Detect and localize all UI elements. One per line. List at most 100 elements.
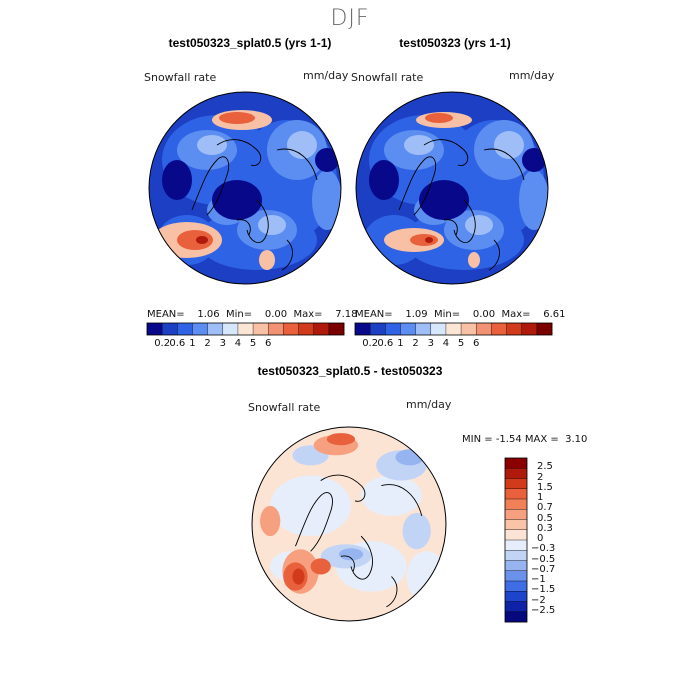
panel-3-colorbar-swatch — [505, 519, 527, 531]
panel-1-map-field-patch — [162, 160, 192, 200]
panel-1-colorbar-swatch — [162, 323, 178, 335]
panel-2-colorbar — [354, 322, 553, 336]
panel-1-units: mm/day — [303, 69, 349, 82]
panel-3-stats: MIN = -1.54 MAX = 3.10 — [462, 434, 587, 445]
panel-1-colorbar — [146, 322, 345, 336]
panel-1-variable: Snowfall rate — [144, 71, 217, 84]
panel-2-max: 6.61 — [543, 309, 566, 320]
panel-3-colorbar-swatch — [505, 581, 527, 592]
panel-1-min-label: Min= — [226, 309, 253, 320]
panel-2-units: mm/day — [509, 69, 555, 82]
panel-3-colorbar-tick-label: −0.7 — [531, 563, 556, 575]
panel-1-colorbar-swatch — [268, 323, 284, 335]
panel-1-colorbar-tick-label: 4 — [234, 338, 242, 349]
panel-3-variable: Snowfall rate — [248, 401, 321, 414]
panel-3-colorbar-tick-label: −0.5 — [531, 553, 556, 565]
panel-2-map-boundary — [355, 91, 549, 285]
panel-3-colorbar-swatch — [505, 458, 527, 469]
panel-3-colorbar-tick-label: −2 — [531, 594, 546, 606]
panel-3-map-field — [252, 427, 446, 621]
panel-1-map-coastline — [281, 239, 293, 271]
panel-1-colorbar-ticks: 0.2 0.6 1 2 3 4 5 6 — [147, 338, 344, 350]
panel-1-map-coastline — [191, 156, 230, 216]
panel-2-colorbar-swatch — [400, 323, 416, 335]
panel-3-colorbar-tick-label: −0.3 — [531, 543, 556, 555]
panel-1-map-field-patch — [196, 236, 208, 244]
panel-3-colorbar-swatch — [505, 601, 527, 613]
panel-1-map-field-patch — [219, 112, 255, 124]
panel-3-map-coastline — [320, 474, 366, 502]
panel-2-colorbar-swatch — [430, 323, 447, 335]
figure-title: DJF — [330, 6, 370, 31]
panel-3-colorbar-swatch — [505, 550, 527, 561]
panel-3-colorbar-tick-label: 2 — [537, 471, 544, 483]
panel-2-mean: 1.09 — [405, 309, 428, 320]
panel-2-map-field-patch — [468, 252, 480, 268]
panel-2-colorbar-swatch — [506, 323, 522, 335]
panel-3-max: 3.10 — [565, 434, 588, 445]
panel-1-colorbar-swatch — [283, 323, 299, 335]
panel-2-map-field-patch — [369, 160, 399, 200]
panel-1-map-field-patch — [197, 135, 227, 155]
panel-1-colorbar-tick-label: 3 — [219, 338, 226, 349]
panel-1-colorbar-swatch — [177, 323, 193, 335]
panel-3-colorbar-tick-label: 2.5 — [537, 461, 553, 473]
panel-2-colorbar-tick-label: 0.2 — [362, 338, 379, 349]
panel-2-colorbar-swatch — [476, 323, 492, 335]
panel-1-map-coastline — [216, 139, 262, 166]
panel-1-mean-label: MEAN= — [147, 309, 185, 320]
panel-2-colorbar-swatch — [461, 323, 477, 335]
panel-2-colorbar-frame — [354, 322, 553, 336]
panel-3-colorbar-tick-label: 0 — [537, 533, 544, 544]
panel-3-colorbar-ticks: 2.5 2 1.5 1 0.7 0.5 0.3 0 −0.3 −0.5 −0.7 −1 −1.5 −2 −2… — [531, 458, 591, 622]
panel-3-map-field-patch — [310, 558, 331, 575]
panel-2-map-field — [356, 92, 548, 284]
panel-3-map-field-patch — [260, 505, 281, 537]
panel-3-colorbar-tick-label: 0.3 — [537, 522, 553, 534]
panel-1-map-field-patch — [312, 170, 341, 230]
panel-2-map-coastline — [443, 219, 458, 236]
panel-2-stats: MEAN= 1.09 Min= 0.00 Max= 6.61 — [355, 309, 566, 320]
panel-1-map-field — [149, 92, 341, 284]
panel-3-min: -1.54 — [495, 434, 522, 445]
panel-2-map-field-patch — [465, 215, 493, 235]
panel-1-map-coastline — [236, 219, 251, 236]
panel-2-colorbar-swatch — [385, 323, 401, 335]
panel-2-colorbar-tick-label: 4 — [442, 338, 450, 349]
panel-3-map-field-patch — [361, 475, 422, 516]
panel-1-colorbar-tick-label: 2 — [204, 338, 211, 349]
panel-2-map-field-patch — [425, 237, 433, 243]
panel-2-map-field-patch — [419, 180, 469, 220]
panel-2-colorbar-swatch — [491, 323, 507, 335]
panel-1-map-field-patch — [212, 180, 262, 220]
panel-1-colorbar-swatch — [207, 323, 224, 335]
panel-1-max-label: Max= — [293, 309, 323, 320]
panel-1-map-coastline — [246, 199, 269, 243]
panel-2-map-field-patch — [404, 135, 434, 155]
panel-1-map-field-patch — [177, 230, 213, 250]
panel-2-map-coastline — [483, 148, 525, 181]
panel-3-map-coastline — [295, 492, 333, 552]
panel-1-colorbar-swatch — [237, 323, 254, 335]
panel-1-max: 7.18 — [335, 309, 358, 320]
panel-3-colorbar-tick-label: 1 — [537, 492, 544, 503]
panel-2-colorbar-tick-label: 0.6 — [377, 338, 394, 349]
panel-3-colorbar-tick-label: −1 — [531, 574, 546, 585]
panel-1-map-boundary — [148, 91, 342, 285]
panel-3-map-coastline — [350, 535, 373, 580]
panel-2-colorbar-tick-label: 2 — [412, 338, 419, 349]
panel-2-colorbar-tick-label: 5 — [457, 338, 465, 349]
panel-1-map-field-patch — [258, 215, 286, 235]
panel-1-colorbar-swatch — [147, 323, 163, 335]
panel-3-colorbar-tick-label: 1.5 — [537, 481, 553, 493]
panel-3-colorbar-swatch — [505, 468, 527, 479]
panel-1-colorbar-swatch — [313, 323, 330, 335]
panel-3-max-label: MAX = — [524, 434, 559, 445]
panel-3-colorbar-swatch — [505, 478, 527, 490]
panel-3-map-coastline — [340, 555, 355, 572]
panel-2-min-label: Min= — [434, 309, 461, 320]
panel-2-map-coastline — [398, 156, 437, 216]
panel-3-units: mm/day — [406, 398, 452, 411]
panel-3-colorbar-swatch — [505, 488, 527, 500]
panel-1-colorbar-frame — [146, 322, 345, 336]
